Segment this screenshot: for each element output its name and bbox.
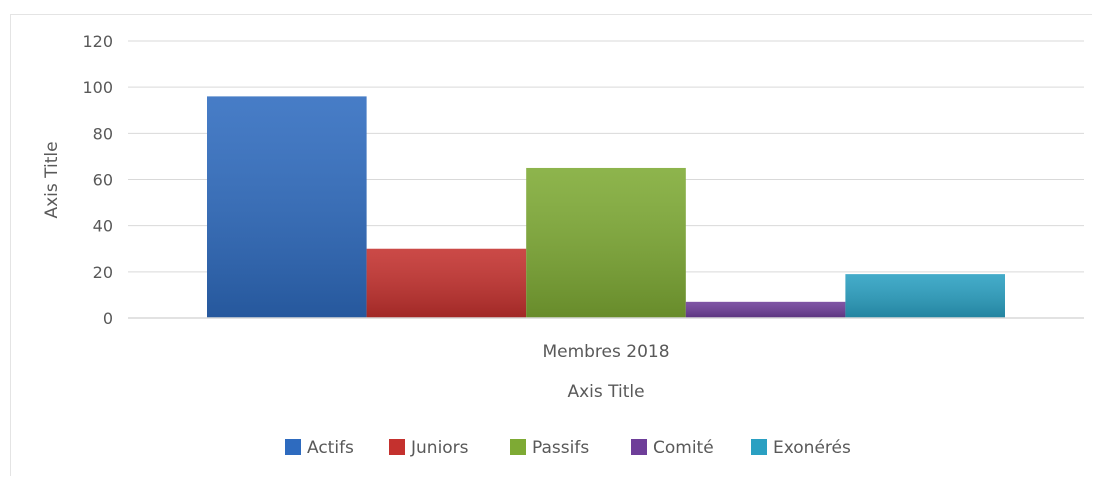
bar-shade xyxy=(526,167,686,318)
legend-swatch-juniors xyxy=(389,439,405,455)
legend-label-exonérés: Exonérés xyxy=(773,438,851,458)
bar-shade xyxy=(207,96,367,319)
chart-frame xyxy=(10,14,1092,476)
bars xyxy=(207,96,1005,319)
y-tick-label: 100 xyxy=(82,78,113,97)
y-tick-label: 80 xyxy=(93,124,113,143)
y-axis-ticks: 0 20 40 60 80 100 120 xyxy=(82,32,113,328)
legend: Actifs Juniors Passifs Comité Exonérés xyxy=(285,438,851,458)
bar-shade xyxy=(845,274,1005,318)
bar-shade xyxy=(685,301,846,318)
y-tick-label: 120 xyxy=(82,32,113,51)
category-label: Membres 2018 xyxy=(542,342,669,362)
legend-swatch-exonérés xyxy=(751,439,767,455)
y-axis-title: Axis Title xyxy=(42,141,62,218)
y-tick-label: 0 xyxy=(103,309,113,328)
bar-shade xyxy=(366,248,527,318)
x-axis-title: Axis Title xyxy=(567,382,644,402)
legend-label-passifs: Passifs xyxy=(532,438,589,458)
legend-label-comité: Comité xyxy=(653,438,714,458)
legend-label-juniors: Juniors xyxy=(410,438,469,458)
legend-swatch-actifs xyxy=(285,439,301,455)
legend-label-actifs: Actifs xyxy=(307,438,354,458)
legend-swatch-passifs xyxy=(510,439,526,455)
legend-swatch-comité xyxy=(631,439,647,455)
y-tick-label: 20 xyxy=(93,263,113,282)
y-tick-label: 60 xyxy=(93,171,113,190)
y-tick-label: 40 xyxy=(93,217,113,236)
